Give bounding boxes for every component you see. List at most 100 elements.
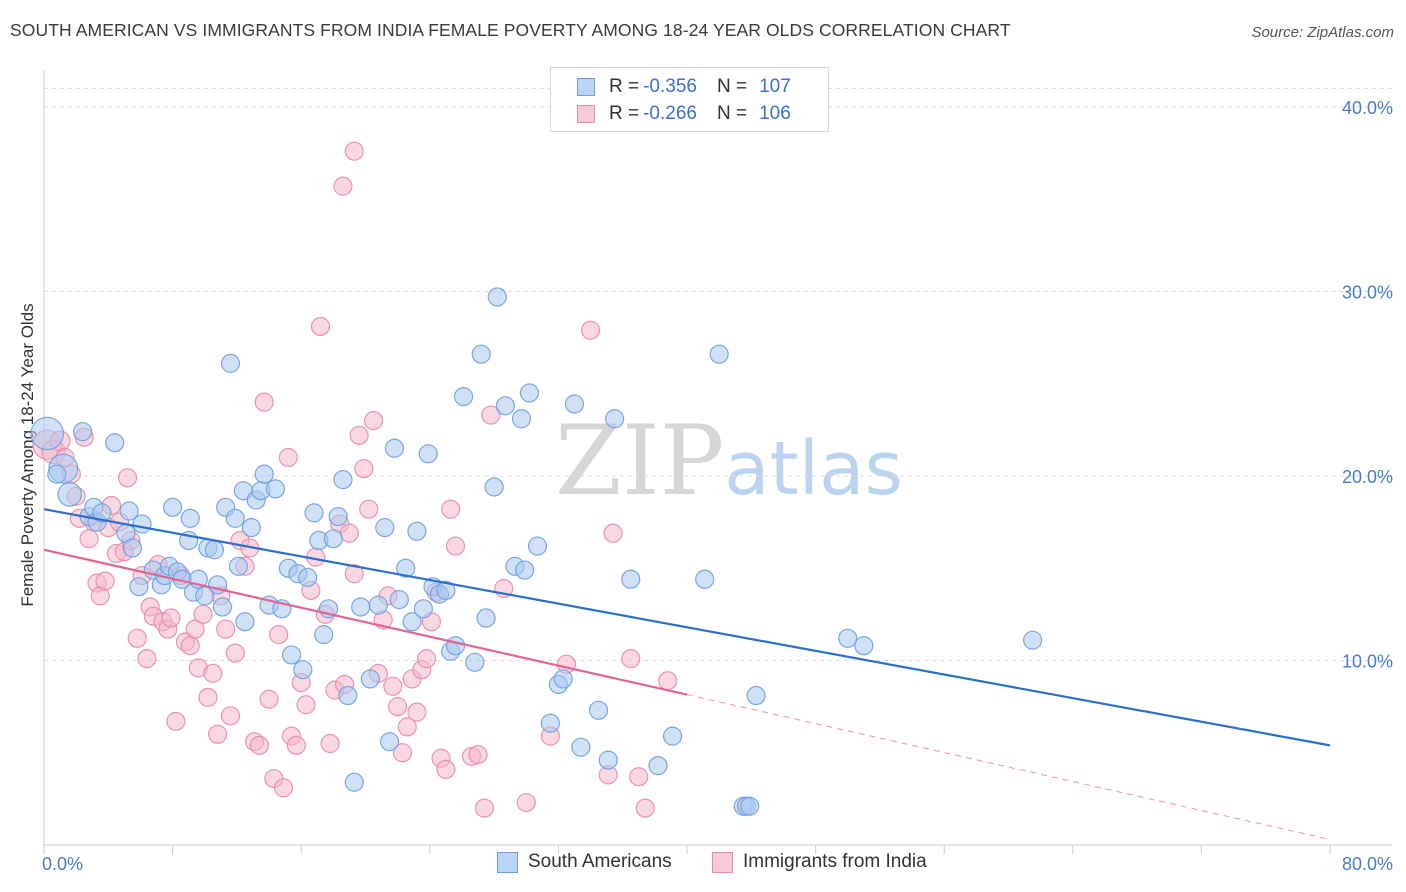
point-south-americans-58 [360,669,380,689]
point-south-americans-2 [57,482,83,507]
axes [43,70,1392,854]
point-india-103 [658,671,678,691]
point-india-47 [249,735,270,755]
point-india-77 [392,743,413,763]
point-south-americans-105 [1023,630,1043,650]
point-india-97 [580,320,601,340]
point-south-americans-60 [375,518,395,538]
point-india-52 [273,778,294,798]
point-india-37 [203,663,223,683]
point-india-78 [397,717,417,737]
bottom-legend-label: South Americans [528,851,672,872]
legend-n-value: 106 [759,103,791,124]
point-india-67 [344,564,364,584]
point-south-americans-97 [695,569,715,589]
point-india-57 [296,695,316,715]
point-south-americans-103 [838,628,858,648]
point-south-americans-92 [598,750,618,770]
point-south-americans-48 [304,503,324,523]
point-south-americans-85 [527,536,548,556]
point-south-americans-104 [854,636,874,656]
point-india-94 [516,792,536,813]
point-south-americans-8 [105,433,125,453]
trend-line-india-extension [686,694,1331,840]
point-india-76 [388,697,408,717]
point-south-americans-31 [220,353,241,373]
point-south-americans-67 [413,599,433,619]
legend-row-south-americans: R = -0.356 N = 107 [577,74,791,100]
legend-n-label: N = [716,103,748,124]
point-india-51 [269,625,289,645]
point-india-82 [416,649,437,669]
watermark-atlas: atlas [724,426,904,512]
trend-line-south-americans [43,508,1331,747]
point-south-americans-86 [540,713,560,733]
tick-labels: 10.0% 20.0% 30.0% 40.0% 0.0% 80.0% [42,98,1393,874]
point-india-75 [383,676,403,696]
point-india-62 [320,733,340,754]
point-india-32 [180,636,200,656]
point-south-americans-90 [571,737,591,757]
point-south-americans-41 [265,479,286,499]
point-south-americans-63 [389,589,409,610]
point-south-americans-64 [396,558,416,578]
point-south-americans-50 [314,625,334,645]
point-india-92 [481,405,501,425]
trend-line-india [43,548,688,696]
x-tick-label-max: 80.0% [1342,854,1393,874]
point-india-48 [254,392,274,412]
correlation-legend: R = -0.356 N = 107 R = -0.266 N = 106 [550,67,829,132]
y-tick-label-30: 30.0% [1342,282,1393,302]
point-india-99 [603,523,623,543]
point-south-americans-95 [648,756,668,776]
point-south-americans-83 [515,560,535,580]
legend-swatch-pink [577,105,595,123]
bottom-legend-swatch-pink [712,851,733,873]
point-south-americans-66 [407,521,427,541]
point-india-18 [117,468,138,488]
point-india-49 [259,689,279,709]
chart-title: SOUTH AMERICAN VS IMMIGRANTS FROM INDIA … [10,20,1011,40]
point-india-42 [225,643,245,663]
legend-r-label: R = [609,76,640,97]
point-south-americans-75 [465,652,485,672]
point-south-americans-73 [445,636,466,656]
x-tick-label-min: 0.0% [42,854,83,874]
point-south-americans-47 [298,567,318,588]
watermark-zip: ZIP [555,405,725,517]
point-india-29 [166,711,186,731]
point-south-americans-80 [495,396,515,416]
point-south-americans-0 [30,416,65,451]
point-india-28 [161,608,181,628]
point-south-americans-33 [228,556,249,576]
y-tick-label-10: 10.0% [1342,651,1393,671]
point-india-70 [359,499,379,519]
point-south-americans-93 [605,409,625,429]
point-india-41 [220,706,241,726]
point-india-22 [137,649,157,669]
point-india-90 [468,744,488,765]
point-south-americans-102 [746,685,766,706]
point-south-americans-55 [338,685,358,706]
source-credit: Source: ZipAtlas.com [1251,24,1394,41]
point-south-americans-98 [709,344,729,364]
point-south-americans-88 [553,669,573,689]
point-south-americans-65 [402,612,422,632]
point-india-69 [354,458,374,479]
point-india-104 [333,176,353,196]
point-india-71 [363,410,384,431]
y-tick-label-40: 40.0% [1342,98,1393,118]
point-south-americans-68 [418,444,438,464]
watermark: ZIPatlas [555,405,903,517]
point-india-38 [208,724,228,744]
point-south-americans-3 [72,422,93,442]
point-india-53 [278,447,298,468]
legend-n-label: N = [716,76,748,97]
point-south-americans-27 [204,540,224,560]
point-south-americans-46 [293,660,313,680]
point-south-americans-52 [323,529,343,549]
point-india-91 [474,798,495,818]
point-south-americans-61 [380,732,400,752]
point-india-102 [629,767,649,787]
